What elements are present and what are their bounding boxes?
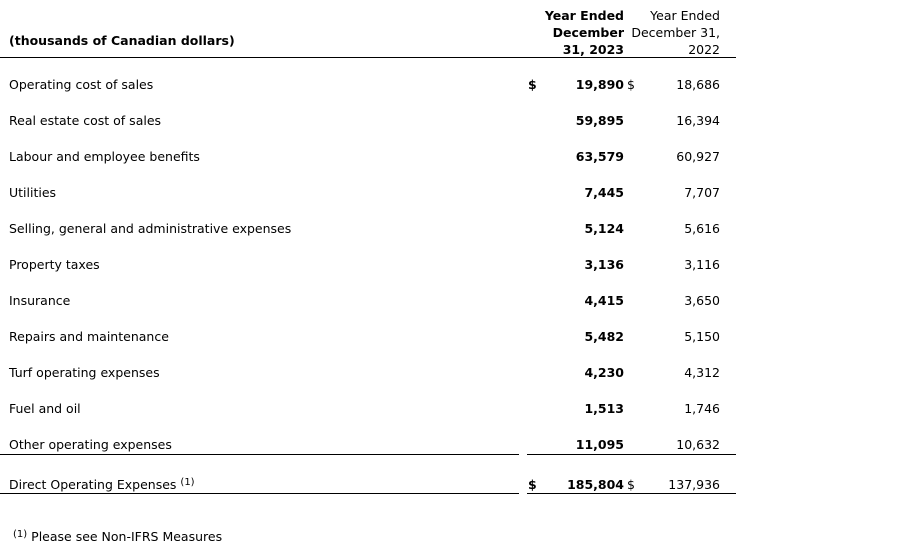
value-2023: 63,579: [575, 149, 624, 164]
subtotal-divider-left: [0, 454, 519, 455]
total-divider-left: [0, 493, 519, 494]
value-2023: 1,513: [584, 401, 624, 416]
header-line: 31, 2023: [562, 42, 624, 57]
row-label: Operating cost of sales: [9, 77, 154, 92]
value-2022: 5,150: [684, 329, 720, 344]
total-divider-right: [527, 493, 736, 494]
currency-symbol: $: [528, 477, 537, 492]
value-2022: 16,394: [676, 113, 720, 128]
value-2022: 18,686: [676, 77, 720, 92]
footnote-text: Please see Non-IFRS Measures: [31, 529, 223, 544]
row-label: Labour and employee benefits: [9, 149, 200, 164]
row-label: Repairs and maintenance: [9, 329, 169, 344]
value-2023: 3,136: [584, 257, 624, 272]
value-2022: 60,927: [676, 149, 720, 164]
column-header-2023: Year Ended December 31, 2023: [545, 7, 624, 58]
value-2022: 10,632: [676, 437, 720, 452]
value-2023: 19,890: [575, 77, 624, 92]
column-header-2022: Year Ended December 31, 2022: [631, 7, 720, 58]
header-line: December: [552, 25, 624, 40]
row-label: Utilities: [9, 185, 57, 200]
footnote: (1) Please see Non-IFRS Measures: [13, 529, 222, 544]
header-line: Year Ended: [650, 8, 720, 23]
header-line: Year Ended: [544, 8, 624, 23]
value-2023: 59,895: [575, 113, 624, 128]
value-2022: 3,650: [684, 293, 720, 308]
currency-symbol: $: [627, 77, 635, 92]
header-divider: [0, 57, 736, 58]
header-line: 2022: [688, 42, 720, 57]
row-label: Property taxes: [9, 257, 100, 272]
value-2023: 4,230: [584, 365, 624, 380]
value-2023: 5,482: [584, 329, 624, 344]
value-2023: 5,124: [584, 221, 624, 236]
row-label: Fuel and oil: [9, 401, 81, 416]
value-2022: 4,312: [684, 365, 720, 380]
total-2023: 185,804: [567, 477, 624, 492]
row-label: Other operating expenses: [9, 437, 172, 452]
row-label: Turf operating expenses: [9, 365, 160, 380]
value-2022: 5,616: [684, 221, 720, 236]
value-2023: 4,415: [584, 293, 624, 308]
currency-symbol: $: [528, 77, 537, 92]
value-2023: 11,095: [575, 437, 624, 452]
value-2022: 1,746: [684, 401, 720, 416]
value-2023: 7,445: [584, 185, 624, 200]
total-label-text: Direct Operating Expenses: [9, 477, 177, 492]
value-2022: 3,116: [684, 257, 720, 272]
row-label: Insurance: [9, 293, 71, 308]
total-2022: 137,936: [668, 477, 720, 492]
value-2022: 7,707: [684, 185, 720, 200]
header-line: December 31,: [631, 25, 720, 40]
footnote-marker: (1): [13, 529, 28, 540]
units-label: (thousands of Canadian dollars): [9, 33, 235, 48]
footnote-ref: (1): [180, 477, 195, 488]
subtotal-divider-right: [527, 454, 736, 455]
row-label: Selling, general and administrative expe…: [9, 221, 292, 236]
row-label: Real estate cost of sales: [9, 113, 162, 128]
currency-symbol: $: [627, 477, 635, 492]
total-label: Direct Operating Expenses (1): [9, 477, 195, 492]
